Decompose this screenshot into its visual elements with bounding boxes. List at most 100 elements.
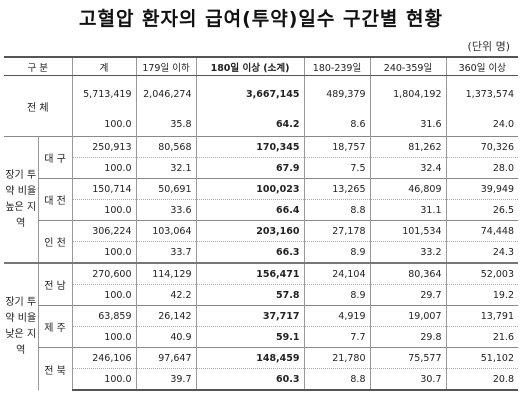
table-cell: 3,667,145 [195, 75, 305, 113]
table-row: 100.0 40.9 59.1 7.7 29.8 21.6 [4, 326, 518, 348]
table-cell: 489,379 [303, 75, 371, 113]
table-cell: 8.9 [303, 241, 371, 263]
table-cell: 156,471 [195, 262, 305, 285]
table-cell: 42.2 [135, 284, 197, 306]
table-cell: 24.0 [445, 113, 518, 137]
table-cell: 46,809 [369, 178, 447, 200]
table-cell: 2,046,274 [135, 75, 197, 113]
table-cell: 26,142 [135, 305, 197, 327]
header-over-360: 360일 이상 [445, 56, 518, 76]
table-row: 인 천 306,224 103,064 203,160 27,178 101,5… [4, 220, 518, 263]
table-cell: 29.7 [369, 284, 447, 306]
table-cell: 97,647 [135, 347, 197, 369]
table-cell: 60.3 [195, 368, 305, 391]
table-cell: 270,600 [71, 262, 137, 285]
table-cell: 19,007 [369, 305, 447, 327]
table-row: 장기 투약 비율 높은 지역 대 구 250,913 80,568 170,34… [4, 136, 518, 263]
table-cell: 246,106 [71, 347, 137, 369]
table-cell: 30.7 [369, 368, 447, 391]
table-cell: 101,534 [369, 220, 447, 242]
table-cell: 19.2 [445, 284, 518, 306]
table-cell: 18,757 [303, 136, 371, 158]
header-240-359: 240-359일 [369, 56, 447, 76]
table-cell: 13,265 [303, 178, 371, 200]
table-cell: 100,023 [195, 178, 305, 200]
table-cell: 67.9 [195, 157, 305, 179]
table-cell: 103,064 [135, 220, 197, 242]
table-cell: 80,364 [369, 262, 447, 285]
table-row: 100.0 33.7 66.3 8.9 33.2 24.3 [4, 241, 518, 263]
region-label: 대 전 [37, 178, 73, 221]
region-label: 전 북 [37, 347, 73, 390]
table-cell: 100.0 [71, 326, 137, 348]
table-cell: 37,717 [195, 305, 305, 327]
region-label: 대 구 [37, 136, 73, 179]
table-row: 장기 투약 비율 낮은 지역 전 남 270,600 114,129 156,4… [4, 262, 518, 390]
table-row: 전 북 246,106 97,647 148,459 21,780 75,577… [4, 347, 518, 390]
header-row: 구 분 계 179일 이하 180일 이상 (소계) 180-239일 240-… [4, 56, 518, 76]
table-row: 100.0 39.7 60.3 8.8 30.7 20.8 [4, 368, 518, 391]
table-cell: 7.7 [303, 326, 371, 348]
table-cell: 40.9 [135, 326, 197, 348]
total-pct-row: 100.0 35.8 64.2 8.6 31.6 24.0 [4, 113, 518, 137]
table-cell: 21.6 [445, 326, 518, 348]
table-cell: 100.0 [71, 284, 137, 306]
table-cell: 31.1 [369, 199, 447, 221]
table-cell: 13,791 [445, 305, 518, 327]
table-cell: 100.0 [71, 199, 137, 221]
table-cell: 8.8 [303, 368, 371, 391]
table-cell: 64.2 [195, 113, 305, 137]
header-over-180: 180일 이상 (소계) [195, 56, 305, 76]
table-cell: 35.8 [135, 113, 197, 137]
table-cell: 1,804,192 [369, 75, 447, 113]
table-cell: 1,373,574 [445, 75, 518, 113]
table-cell: 39,949 [445, 178, 518, 200]
table-cell: 4,919 [303, 305, 371, 327]
table-cell: 66.4 [195, 199, 305, 221]
region-label: 전 남 [37, 262, 73, 306]
table-cell: 32.4 [369, 157, 447, 179]
table-cell: 24,104 [303, 262, 371, 285]
header-total: 계 [71, 56, 137, 76]
table-cell: 100.0 [71, 157, 137, 179]
table-cell: 31.6 [369, 113, 447, 137]
table-cell: 100.0 [71, 113, 137, 137]
table-cell: 27,178 [303, 220, 371, 242]
table-cell: 33.7 [135, 241, 197, 263]
table-cell: 57.8 [195, 284, 305, 306]
table-cell: 51,102 [445, 347, 518, 369]
table-cell: 250,913 [71, 136, 137, 158]
table-cell: 52,003 [445, 262, 518, 285]
table-row: 제 주 63,859 26,142 37,717 4,919 19,007 13… [4, 305, 518, 348]
table-cell: 100.0 [71, 241, 137, 263]
table-row: 100.0 42.2 57.8 8.9 29.7 19.2 [4, 284, 518, 306]
table-cell: 59.1 [195, 326, 305, 348]
table-cell: 170,345 [195, 136, 305, 158]
table-cell: 33.6 [135, 199, 197, 221]
table-cell: 8.8 [303, 199, 371, 221]
table-cell: 5,713,419 [71, 75, 137, 113]
table-cell: 28.0 [445, 157, 518, 179]
table-cell: 100.0 [71, 368, 137, 391]
table-cell: 306,224 [71, 220, 137, 242]
table-cell: 7.5 [303, 157, 371, 179]
table-row: 100.0 33.6 66.4 8.8 31.1 26.5 [4, 199, 518, 221]
table-row: 100.0 32.1 67.9 7.5 32.4 28.0 [4, 157, 518, 179]
region-label: 인 천 [37, 220, 73, 263]
table-cell: 39.7 [135, 368, 197, 391]
table-cell: 74,448 [445, 220, 518, 242]
group-label-low: 장기 투약 비율 낮은 지역 [4, 262, 39, 390]
table-cell: 21,780 [303, 347, 371, 369]
table-cell: 150,714 [71, 178, 137, 200]
table-cell: 33.2 [369, 241, 447, 263]
table-cell: 66.3 [195, 241, 305, 263]
table-cell: 8.9 [303, 284, 371, 306]
table-cell: 70,326 [445, 136, 518, 158]
header-category: 구 분 [4, 56, 73, 76]
stats-table: 구 분 계 179일 이하 180일 이상 (소계) 180-239일 240-… [4, 56, 518, 391]
table-cell: 24.3 [445, 241, 518, 263]
table-cell: 81,262 [369, 136, 447, 158]
group-label-high: 장기 투약 비율 높은 지역 [4, 136, 39, 263]
region-label: 제 주 [37, 305, 73, 348]
header-under-179: 179일 이하 [135, 56, 197, 76]
